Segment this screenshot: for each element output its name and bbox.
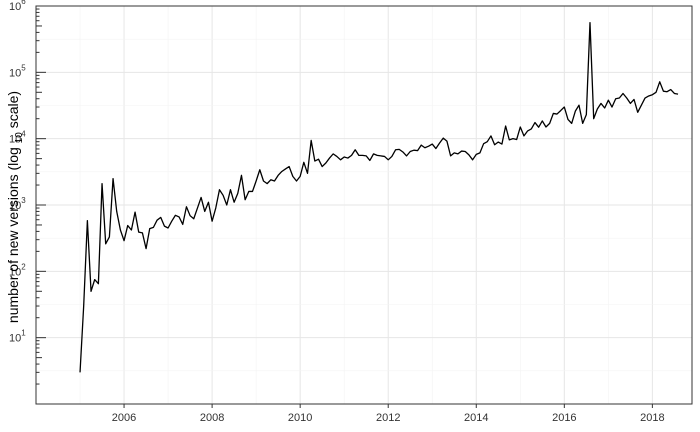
y-tick-exponent: 2 (21, 262, 26, 271)
x-tick-label: 2012 (376, 412, 400, 424)
y-tick-label: 101 (9, 329, 26, 345)
y-tick-exponent: 3 (21, 196, 26, 205)
y-tick-base: 10 (9, 1, 21, 13)
series-line (79, 22, 679, 373)
grid-layer (36, 5, 692, 404)
x-tick-label: 2006 (112, 412, 136, 424)
x-tick-label: 2018 (640, 412, 664, 424)
y-tick-base: 10 (9, 200, 21, 212)
y-tick-label: 102 (9, 262, 26, 278)
y-tick-label: 105 (9, 63, 26, 79)
y-tick-base: 10 (9, 134, 21, 146)
y-tick-label: 106 (9, 0, 26, 13)
y-tick-base: 10 (9, 266, 21, 278)
x-tick-label: 2010 (288, 412, 312, 424)
series-layer (79, 22, 679, 373)
y-tick-label: 103 (9, 196, 26, 212)
x-axis: 2006 2008 2010 2012 2014 2016 2018 (112, 404, 665, 424)
y-axis-title-main: number of new versions (log (5, 147, 21, 323)
y-tick-exponent: 5 (21, 63, 26, 72)
y-tick-base: 10 (9, 333, 21, 345)
x-tick-label: 2008 (200, 412, 224, 424)
x-tick-label: 2016 (552, 412, 576, 424)
y-axis-title-tail: scale) (5, 91, 21, 128)
y-tick-label: 104 (9, 130, 26, 146)
y-tick-base: 10 (9, 67, 21, 79)
x-tick-label: 2014 (464, 412, 488, 424)
y-tick-exponent: 6 (21, 0, 26, 6)
y-tick-exponent: 1 (21, 329, 26, 338)
y-tick-exponent: 4 (21, 130, 26, 139)
y-axis-title: number of new versions (log 10 scale) (5, 91, 25, 323)
y-axis-title-subscript: 10 (14, 132, 25, 144)
